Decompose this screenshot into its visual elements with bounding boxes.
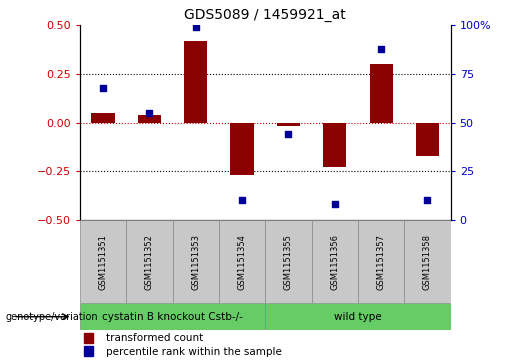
Bar bbox=[369, 64, 392, 122]
Point bbox=[284, 131, 293, 137]
Bar bbox=[80, 303, 265, 330]
Bar bbox=[126, 220, 173, 303]
Bar bbox=[358, 220, 404, 303]
Text: cystatin B knockout Cstb-/-: cystatin B knockout Cstb-/- bbox=[102, 312, 243, 322]
Bar bbox=[219, 220, 265, 303]
Text: percentile rank within the sample: percentile rank within the sample bbox=[106, 347, 282, 356]
Point bbox=[377, 46, 385, 52]
Bar bbox=[80, 220, 126, 303]
Text: wild type: wild type bbox=[334, 312, 382, 322]
Point bbox=[238, 197, 246, 203]
Bar bbox=[92, 113, 114, 122]
Text: GSM1151353: GSM1151353 bbox=[191, 234, 200, 290]
Text: genotype/variation: genotype/variation bbox=[5, 312, 98, 322]
Text: GSM1151355: GSM1151355 bbox=[284, 234, 293, 290]
Text: GSM1151354: GSM1151354 bbox=[237, 234, 247, 290]
Text: GSM1151352: GSM1151352 bbox=[145, 234, 154, 290]
Bar bbox=[416, 122, 439, 155]
Bar bbox=[83, 333, 93, 343]
Bar bbox=[184, 41, 207, 122]
Text: GSM1151357: GSM1151357 bbox=[376, 234, 386, 290]
Point bbox=[331, 201, 339, 207]
Point bbox=[423, 197, 432, 203]
Text: GSM1151358: GSM1151358 bbox=[423, 234, 432, 290]
Bar bbox=[173, 220, 219, 303]
Point bbox=[145, 110, 153, 116]
Bar bbox=[277, 122, 300, 126]
Title: GDS5089 / 1459921_at: GDS5089 / 1459921_at bbox=[184, 8, 346, 22]
Bar bbox=[265, 220, 312, 303]
Text: GSM1151356: GSM1151356 bbox=[330, 234, 339, 290]
Bar bbox=[404, 220, 451, 303]
Bar bbox=[265, 303, 451, 330]
Text: transformed count: transformed count bbox=[106, 334, 203, 343]
Text: GSM1151351: GSM1151351 bbox=[98, 234, 108, 290]
Bar bbox=[231, 122, 253, 175]
Bar bbox=[323, 122, 346, 167]
Bar bbox=[83, 346, 93, 356]
Bar bbox=[138, 115, 161, 122]
Point bbox=[99, 85, 107, 90]
Point bbox=[192, 24, 200, 30]
Bar bbox=[312, 220, 358, 303]
